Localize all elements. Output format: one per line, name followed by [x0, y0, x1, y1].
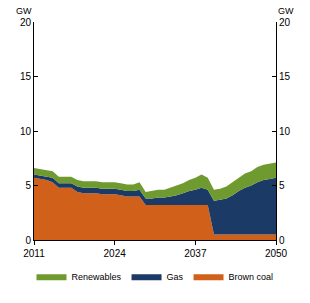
svg-text:Gas: Gas	[167, 272, 184, 282]
svg-text:20: 20	[279, 17, 291, 28]
svg-text:15: 15	[279, 71, 291, 82]
svg-text:Brown coal: Brown coal	[229, 272, 274, 282]
svg-text:Renewables: Renewables	[72, 272, 122, 282]
svg-text:2011: 2011	[23, 248, 45, 259]
svg-text:10: 10	[279, 126, 291, 137]
svg-text:2037: 2037	[184, 248, 207, 259]
svg-text:20: 20	[20, 17, 32, 28]
svg-text:15: 15	[20, 71, 32, 82]
svg-text:2050: 2050	[265, 248, 288, 259]
svg-text:10: 10	[20, 126, 32, 137]
svg-text:0: 0	[25, 235, 31, 246]
svg-text:5: 5	[279, 180, 285, 191]
svg-text:5: 5	[25, 180, 31, 191]
svg-text:GW: GW	[278, 6, 294, 16]
svg-text:0: 0	[279, 235, 285, 246]
svg-text:2024: 2024	[104, 248, 127, 259]
svg-text:GW: GW	[16, 6, 32, 16]
